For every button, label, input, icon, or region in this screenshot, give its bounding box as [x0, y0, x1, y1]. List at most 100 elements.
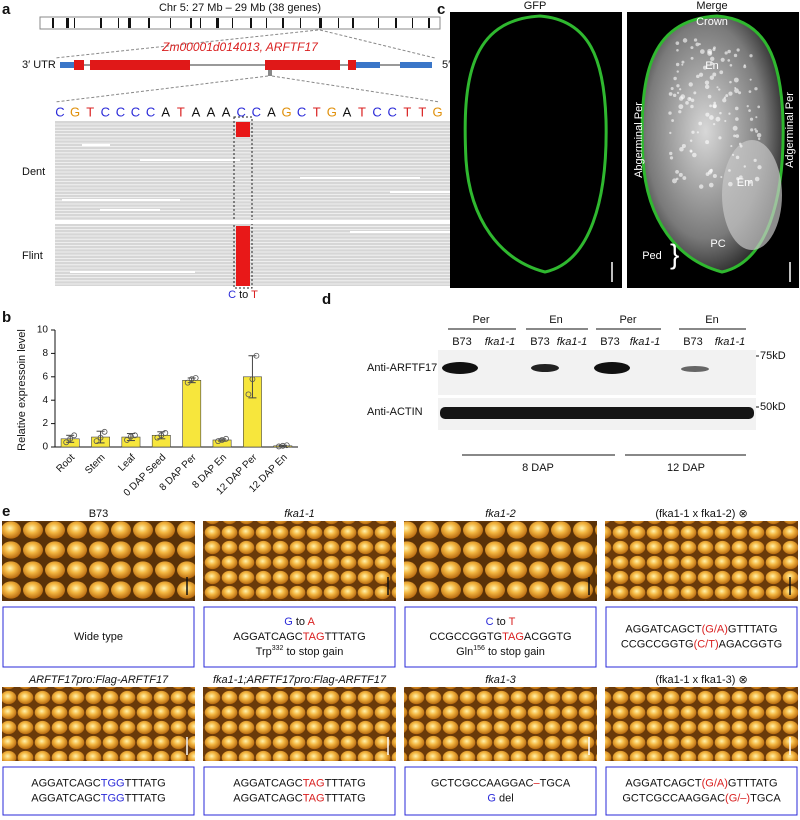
x-tick-label: Stem [83, 452, 107, 476]
utr-exon [60, 62, 74, 68]
exon [265, 60, 340, 70]
marker-label: 50kD [760, 401, 786, 413]
speckle [724, 119, 727, 123]
antibody-label: Anti-ACTIN [367, 406, 423, 418]
base: C [131, 104, 140, 119]
speckle [712, 104, 717, 109]
speckle [720, 57, 725, 62]
gene-tick [118, 18, 119, 28]
data-point [249, 376, 256, 383]
sequence-segment: AGGATCAGC [233, 777, 303, 789]
data-point [253, 352, 260, 359]
speckle [738, 91, 742, 95]
speckle [749, 78, 752, 81]
speckle [690, 56, 694, 60]
panel-b: Relative expressoin level 0 2 4 6 8 10 Root Ste… [16, 325, 298, 499]
gene-tick [300, 18, 301, 28]
speckle [676, 84, 680, 88]
sequence-line: AGGATCAGCT(G/A)GTTTATG [625, 623, 777, 635]
speckle [757, 137, 761, 141]
sequence-box [203, 766, 396, 816]
to-base: T [251, 289, 258, 301]
speckle [689, 97, 692, 100]
speckle [676, 91, 680, 95]
speckle [682, 38, 688, 43]
zoom-line [271, 75, 441, 103]
base: C [372, 104, 381, 119]
speckle [712, 48, 716, 52]
speckle [681, 63, 684, 66]
sequence-segment: to [494, 616, 509, 628]
gfp-image [450, 12, 622, 288]
speckle [739, 144, 743, 148]
sequence-segment: (G/A) [702, 777, 728, 789]
kernel-image [605, 687, 798, 761]
data-point [67, 435, 74, 442]
exon [348, 60, 356, 70]
data-point [101, 428, 108, 435]
data-point [124, 437, 130, 443]
base: T [313, 104, 321, 119]
zoom-line [319, 29, 436, 59]
speckle [669, 131, 672, 135]
band [681, 366, 709, 372]
sequence-box [203, 606, 396, 668]
speckle [748, 180, 752, 184]
region-label: Em [737, 177, 754, 189]
panel-label: b [2, 309, 11, 326]
image-title: Merge [696, 0, 727, 12]
gene-tick [282, 18, 284, 28]
sequence-segment: AGGATCAGC [233, 792, 303, 804]
y-axis-label: Relative expressoin level [16, 329, 28, 451]
kernel-image [404, 687, 597, 761]
gene-tick [52, 18, 54, 28]
speckle [733, 77, 739, 83]
sample-title: fka1-1 [284, 508, 315, 520]
sample-title: fka1-2 [485, 508, 516, 520]
base: A [267, 104, 276, 119]
speckle [679, 146, 684, 152]
speckle [724, 51, 728, 55]
from-base: C [228, 289, 236, 301]
data-point [223, 435, 229, 442]
speckle [722, 98, 727, 103]
sequence-segment: TTTATG [325, 777, 366, 789]
base: G [281, 104, 291, 119]
gene-tick [148, 18, 150, 28]
gene-tick [319, 18, 322, 28]
speckle [676, 70, 679, 73]
sequence-line: Trp332 to stop gain [256, 645, 344, 658]
utr-exon [400, 62, 432, 68]
speckle [709, 115, 714, 120]
gene-name: Zm00001d014013, ARFTF17 [161, 40, 319, 54]
panel-label: e [2, 503, 10, 520]
variant-reads [236, 226, 250, 286]
base: C [101, 104, 110, 119]
y-tick-label: 2 [42, 418, 48, 429]
data-point [93, 438, 100, 445]
sequence-segment: Trp [256, 646, 272, 658]
speckle [681, 60, 685, 64]
genotype-label: fka1-1 [485, 336, 516, 348]
tissue-label: Per [619, 314, 636, 326]
sequence-segment: TAG [303, 631, 325, 643]
gene-tick [74, 18, 75, 28]
base: G [70, 104, 80, 119]
sample-title: (fka1-1 x fka1-3) ⊗ [655, 674, 747, 686]
base: C [55, 104, 64, 119]
sequence-segment: CCGCCGGTG [621, 638, 694, 650]
speckle [712, 122, 716, 126]
data-point [215, 438, 221, 445]
speckle [698, 184, 704, 189]
sequence-segment: TTTATG [325, 792, 366, 804]
sequence-segment: AGGATCAGCT [625, 777, 701, 789]
region-label: Abgerminal Per [633, 102, 645, 178]
sequence-segment: CCGCCGGTG [429, 631, 502, 643]
speckle [719, 111, 722, 115]
zoom-line [54, 75, 269, 103]
speckle [716, 86, 719, 89]
sequence-segment: to stop gain [485, 646, 545, 658]
sequence-segment: to [293, 616, 308, 628]
speckle [690, 98, 695, 103]
